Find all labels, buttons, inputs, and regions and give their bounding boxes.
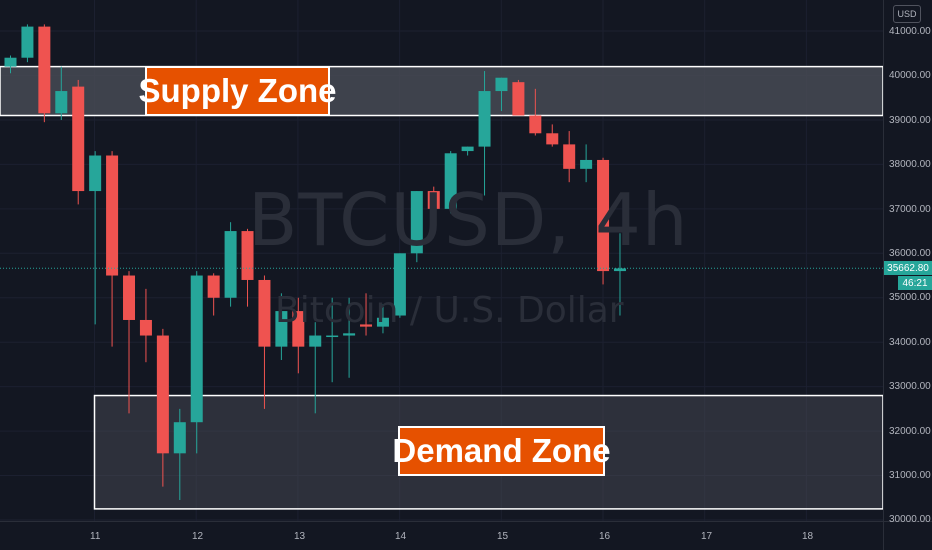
price-tick: 31000.00 <box>889 470 931 481</box>
price-tick: 36000.00 <box>889 248 931 259</box>
candle-body-up <box>393 253 406 316</box>
candle-body-down <box>241 231 254 280</box>
demand-zone-label[interactable]: Demand Zone <box>392 426 611 476</box>
currency-button[interactable]: USD <box>893 5 921 23</box>
candle-body-down <box>207 275 220 298</box>
price-tick: 34000.00 <box>889 337 931 348</box>
time-tick: 11 <box>90 531 101 542</box>
price-tick: 40000.00 <box>889 70 931 81</box>
candle-body-down <box>292 311 305 347</box>
candle-body-up <box>190 275 203 423</box>
symbol-watermark: BTCUSD, 4h <box>248 178 689 262</box>
time-tick: 14 <box>395 531 407 542</box>
price-tick: 38000.00 <box>889 159 931 170</box>
candle-body-down <box>106 155 119 276</box>
time-tick: 13 <box>294 531 306 542</box>
time-tick: 15 <box>497 531 509 542</box>
price-tick: 37000.00 <box>889 204 931 215</box>
candle-body-up <box>410 191 423 254</box>
candle-body-down <box>139 319 152 336</box>
candle-body-down <box>258 279 271 347</box>
candle-body-up <box>495 77 508 92</box>
candle-body-up <box>21 26 34 58</box>
candle-body-up <box>444 153 457 209</box>
candle-body-down <box>360 324 373 327</box>
candle-body-up <box>4 57 17 67</box>
candle-body-down <box>597 159 610 272</box>
price-tick: 32000.00 <box>889 426 931 437</box>
price-tick: 33000.00 <box>889 381 931 392</box>
price-axis[interactable] <box>883 0 932 550</box>
candle-body-down <box>72 86 85 192</box>
price-tick: 35000.00 <box>889 292 931 303</box>
supply-zone-label[interactable]: Supply Zone <box>139 66 337 116</box>
time-tick: 17 <box>701 531 713 542</box>
candle-body-down <box>512 82 525 116</box>
candle-body-down <box>546 133 559 145</box>
price-tick: 41000.00 <box>889 26 931 37</box>
candle-body-down <box>529 115 542 134</box>
candle-body-down <box>123 275 136 320</box>
candle-body-up <box>55 91 68 114</box>
candle-body-up <box>478 91 491 147</box>
candle-body-up <box>89 155 102 192</box>
time-tick: 16 <box>599 531 611 542</box>
symbol-description-watermark: Bitcoin / U.S. Dollar <box>275 290 624 331</box>
candle-body-up <box>309 335 322 347</box>
candle-body-up <box>613 268 626 272</box>
time-axis-divider <box>0 521 932 522</box>
candles-layer <box>4 24 626 500</box>
time-tick: 12 <box>192 531 204 542</box>
candle-body-down <box>563 144 576 169</box>
candle-body-down <box>38 26 51 114</box>
candle-body-up <box>326 335 339 338</box>
current-price-badge: 35662.80 <box>884 261 932 275</box>
time-tick: 18 <box>802 531 814 542</box>
candle-body-up <box>580 159 593 169</box>
candle-body-down <box>156 335 169 454</box>
candle-body-up <box>224 231 237 298</box>
price-tick: 39000.00 <box>889 115 931 126</box>
candle-body-up <box>173 422 186 454</box>
price-tick: 30000.00 <box>889 514 931 525</box>
candle-body-up <box>376 317 389 327</box>
bar-countdown-badge: 46:21 <box>898 276 932 290</box>
candle-body-up <box>461 146 474 152</box>
candle-body-up <box>275 311 288 347</box>
supply-zone-rect <box>0 65 884 117</box>
candle-body-down <box>427 191 440 209</box>
candle-body-up <box>343 333 356 336</box>
